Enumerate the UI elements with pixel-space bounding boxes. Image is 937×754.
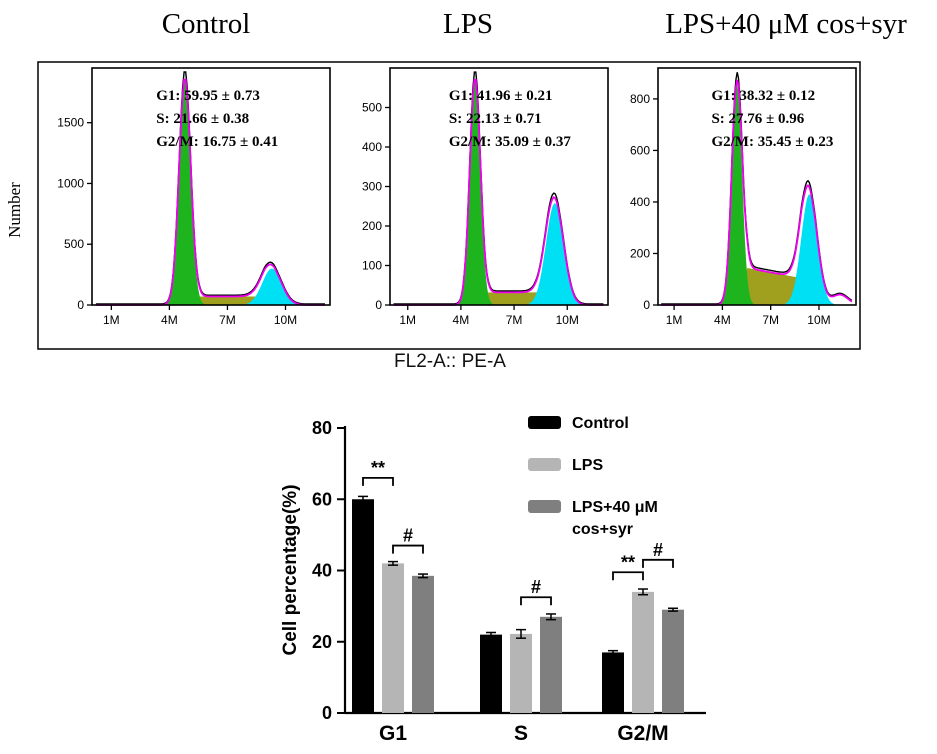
panel-title-control: Control [161, 8, 251, 40]
x-tick-label: 4M [161, 313, 178, 327]
legend-swatch [528, 416, 561, 429]
significance-label: # [403, 526, 413, 546]
legend-label: cos+syr [572, 521, 633, 538]
legend-label: Control [572, 415, 629, 432]
y-tick-label: 200 [362, 219, 382, 233]
x-tick-label: 1M [103, 313, 120, 327]
y-tick-label: 500 [362, 101, 382, 115]
bar-c0-s1 [382, 563, 404, 713]
flow-panel-1: 0 500 1000 1500 1M 4M 7M 10M G1: 59.95 ± 0.73 S: … [57, 67, 331, 327]
y-tick-label: 0 [77, 298, 84, 312]
significance-label: ** [371, 458, 385, 478]
phase-stats-line: G2/M: 16.75 ± 0.41 [156, 134, 278, 150]
y-tick-label: 300 [362, 180, 382, 194]
x-tick-label: 1M [666, 313, 683, 327]
category-label: S [514, 722, 528, 745]
y-tick-label: 800 [630, 92, 650, 106]
bar-y-axis-label: Cell percentage(%) [280, 484, 301, 655]
y-tick-label: 200 [630, 246, 650, 260]
bar-c2-s0 [602, 652, 624, 713]
phase-stats-line: G2/M: 35.09 ± 0.37 [449, 134, 571, 150]
x-tick-label: 4M [714, 313, 731, 327]
panel-box [91, 67, 331, 306]
y-tick-label: 1000 [57, 176, 84, 190]
bar-c0-s0 [352, 499, 374, 713]
y-tick-label: 400 [630, 195, 650, 209]
phase-stats-line: G1: 41.96 ± 0.21 [449, 88, 553, 104]
category-label: G2/M [617, 722, 668, 745]
y-tick-label: 0 [375, 298, 382, 312]
y-tick-label: 400 [362, 140, 382, 154]
legend-swatch [528, 458, 561, 471]
panel-title-lps-cos-syr: LPS+40 μM cos+syr [665, 8, 907, 40]
significance-bracket [520, 596, 552, 606]
y-tick-label: 0 [643, 298, 650, 312]
x-tick-label: 7M [506, 313, 523, 327]
x-tick-label: 1M [399, 313, 416, 327]
x-tick-label: 7M [762, 313, 779, 327]
x-tick-label: 10M [274, 313, 297, 327]
x-tick-label: 7M [219, 313, 236, 327]
significance-bracket [392, 544, 424, 554]
cell-percentage-bar-chart: Cell percentage(%) 0 20 40 60 80 G1 S G2/M ** # # *… [280, 415, 706, 745]
category-label: G1 [379, 722, 407, 745]
bar-c2-s2 [662, 609, 684, 713]
x-tick-label: 10M [807, 313, 830, 327]
legend-label: LPS+40 μM [572, 499, 658, 516]
outer-frame [37, 61, 861, 350]
phase-stats-line: G1: 59.95 ± 0.73 [156, 88, 260, 104]
y-tick-label: 500 [64, 237, 84, 251]
bar-c1-s2 [540, 616, 562, 713]
bar-c2-s1 [632, 591, 654, 713]
bar-y-tick-label: 60 [312, 489, 332, 509]
flow-x-axis-label: FL2-A:: PE-A [394, 351, 506, 372]
x-tick-label: 4M [453, 313, 470, 327]
bar-y-tick-label: 80 [312, 418, 332, 438]
phase-stats-line: S: 22.13 ± 0.71 [449, 111, 542, 127]
flow-panel-2: 0 100 200 300 400 500 1M 4M 7M 10M G1: 41.96 ± 0.2… [362, 67, 609, 327]
y-tick-label: 600 [630, 143, 650, 157]
bar-c1-s1 [510, 633, 532, 713]
significance-bracket [362, 476, 394, 486]
significance-bracket [642, 558, 674, 568]
significance-label: ** [621, 552, 635, 572]
bar-y-tick-label: 20 [312, 632, 332, 652]
bar-y-tick-label: 0 [322, 703, 332, 723]
panel-title-lps: LPS [443, 8, 493, 40]
flow-y-axis-label: Number [5, 182, 24, 238]
significance-label: # [531, 577, 541, 597]
y-tick-label: 100 [362, 259, 382, 273]
phase-stats-line: S: 27.76 ± 0.96 [711, 111, 804, 127]
bar-c1-s0 [480, 634, 502, 713]
significance-bracket [612, 571, 644, 581]
legend-swatch [528, 500, 561, 513]
bar-y-tick-label: 40 [312, 561, 332, 581]
bar-c0-s2 [412, 575, 434, 713]
y-tick-label: 1500 [57, 116, 84, 130]
phase-stats-line: G2/M: 35.45 ± 0.23 [711, 134, 833, 150]
significance-label: # [653, 540, 663, 560]
flow-panel-3: 0 200 400 600 800 1M 4M 7M 10M G1: 38.32 ± 0.12 S:… [630, 67, 857, 327]
legend-label: LPS [572, 457, 603, 474]
bar-chart-group: 0 20 40 60 80 G1 S G2/M ** # # ** # Control LPS LPS+40 … [312, 415, 706, 745]
phase-stats-line: S: 21.66 ± 0.38 [156, 111, 249, 127]
panel-box [657, 67, 857, 306]
x-tick-label: 10M [556, 313, 579, 327]
phase-stats-line: G1: 38.32 ± 0.12 [711, 88, 815, 104]
